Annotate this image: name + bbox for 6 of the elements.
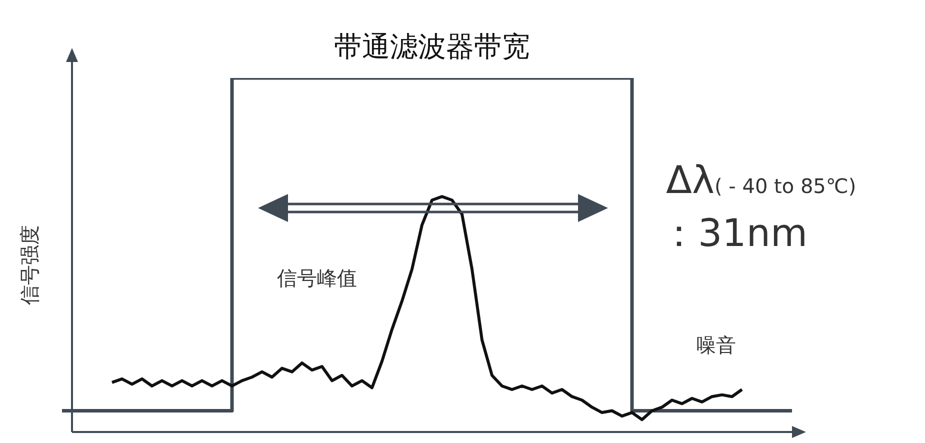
annotation: 噪音 bbox=[696, 332, 736, 359]
annotation: 信号峰值 bbox=[277, 265, 357, 292]
annotation: ：31nm bbox=[660, 210, 808, 257]
y-axis-title: 信号强度 bbox=[16, 225, 42, 305]
chart-title: 带通滤波器带宽 bbox=[333, 29, 531, 65]
annotation: Δλ( - 40 to 85℃) bbox=[666, 158, 856, 202]
